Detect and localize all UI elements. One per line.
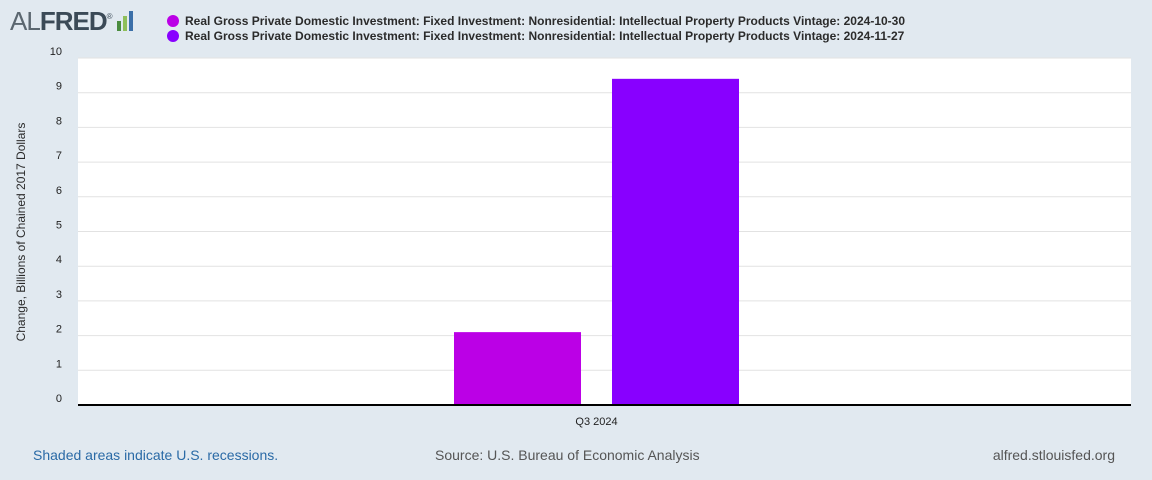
recessions-note-link[interactable]: Shaded areas indicate U.S. recessions. — [33, 447, 279, 463]
bar[interactable] — [454, 332, 581, 405]
source-text: Source: U.S. Bureau of Economic Analysis — [435, 447, 700, 463]
legend-item[interactable]: Real Gross Private Domestic Investment: … — [167, 13, 905, 28]
legend-label: Real Gross Private Domestic Investment: … — [185, 28, 905, 43]
bar[interactable] — [612, 78, 739, 405]
logo-registered-mark: ® — [106, 12, 113, 21]
legend-item[interactable]: Real Gross Private Domestic Investment: … — [167, 28, 905, 43]
y-tick-label: 0 — [56, 393, 62, 405]
y-tick-label: 1 — [56, 358, 62, 370]
y-tick-label: 5 — [56, 220, 62, 232]
logo-bars-icon — [116, 11, 133, 31]
legend-marker — [167, 29, 179, 42]
legend-marker — [167, 14, 179, 27]
legend-label: Real Gross Private Domestic Investment: … — [185, 13, 906, 28]
y-tick-label: 8 — [56, 115, 62, 127]
y-axis-ticks: 0 1 2 3 4 5 6 7 8 9 10 — [50, 46, 62, 405]
gridlines — [78, 57, 1131, 371]
x-tick-label: Q3 2024 — [575, 416, 617, 428]
y-tick-label: 4 — [56, 254, 62, 266]
y-tick-label: 9 — [56, 81, 62, 93]
logo-bar — [128, 11, 133, 31]
logo-bar — [122, 16, 127, 31]
y-tick-label: 6 — [56, 185, 62, 197]
site-url[interactable]: alfred.stlouisfed.org — [992, 447, 1115, 463]
y-tick-label: 10 — [50, 46, 62, 58]
y-tick-label: 7 — [56, 150, 62, 162]
logo-bar — [116, 21, 121, 31]
x-axis-ticks: Q3 2024 — [575, 416, 617, 428]
y-tick-label: 3 — [56, 289, 62, 301]
logo-text-al: AL — [10, 5, 41, 36]
alfred-logo[interactable]: AL FRED ® — [10, 6, 133, 36]
y-tick-label: 2 — [56, 324, 62, 336]
logo-text-fred: FRED — [39, 5, 108, 36]
chart-legend: Real Gross Private Domestic Investment: … — [167, 13, 905, 43]
bars — [454, 78, 739, 405]
